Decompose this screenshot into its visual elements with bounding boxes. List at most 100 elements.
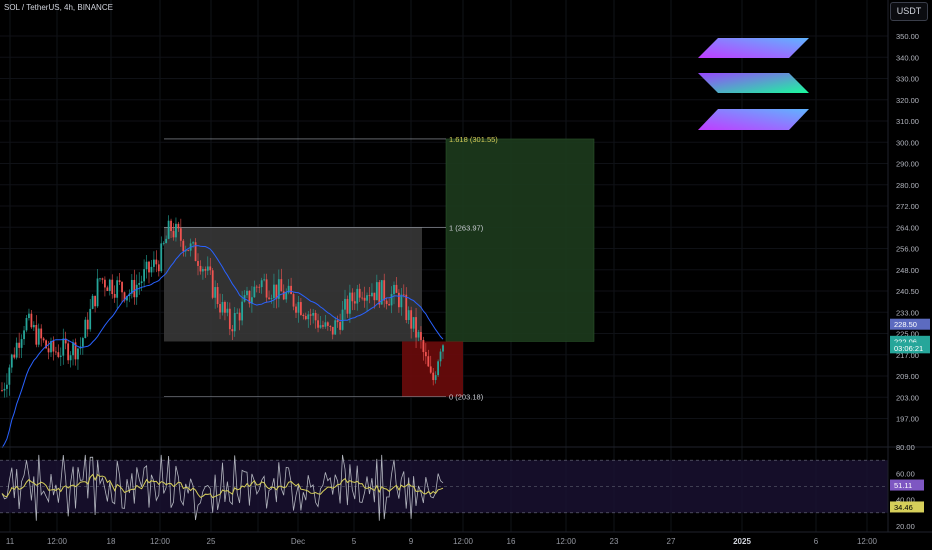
rsi-panel xyxy=(0,446,932,521)
candle-body xyxy=(130,279,133,294)
candle-body xyxy=(104,279,106,288)
candle-body xyxy=(363,297,366,301)
candle-body xyxy=(361,297,364,299)
stop-zone xyxy=(402,341,463,397)
fib-levels: 1.618 (301.55) 1 (263.97) 0 (203.18) xyxy=(164,135,498,402)
candle-body xyxy=(96,278,99,307)
candle-body xyxy=(108,279,111,291)
time-tick-label: 12:00 xyxy=(47,537,68,546)
candle-body xyxy=(388,304,390,306)
candle-body xyxy=(258,286,261,288)
candle-body xyxy=(138,283,141,285)
price-tick-label: 197.00 xyxy=(896,415,919,424)
candle-body xyxy=(415,317,417,338)
candle-body xyxy=(434,375,437,381)
price-tick-label: 203.00 xyxy=(896,393,919,402)
candle-body xyxy=(91,295,94,309)
candle-body xyxy=(246,290,248,296)
price-tag-label-2: 228.50 xyxy=(894,320,917,329)
price-tick-label: 340.00 xyxy=(896,53,919,62)
fib-label-0: 1.618 (301.55) xyxy=(449,135,498,144)
candle-body xyxy=(175,223,177,238)
candle-body xyxy=(224,302,226,313)
candle-body xyxy=(265,279,268,298)
candle-body xyxy=(10,354,13,368)
candle-body xyxy=(118,280,121,282)
price-tag-label-0: 222.06 xyxy=(894,337,917,346)
candle-body xyxy=(300,302,302,315)
target-zone xyxy=(445,138,595,342)
candle-body xyxy=(275,284,278,299)
candle-body xyxy=(353,301,356,304)
candle-body xyxy=(18,342,21,348)
candle-body xyxy=(385,300,388,305)
price-tag-0 xyxy=(890,335,930,347)
candle-body xyxy=(160,243,163,272)
candle-body xyxy=(273,284,275,299)
candle-body xyxy=(57,352,60,357)
fib-label-1: 1 (263.97) xyxy=(449,223,484,232)
candle-body xyxy=(123,292,126,301)
candle-body xyxy=(236,312,239,314)
candle-body xyxy=(358,288,361,298)
candle-body xyxy=(280,279,283,292)
candles xyxy=(1,215,444,398)
candle-body xyxy=(319,325,322,328)
candle-body xyxy=(37,328,40,345)
time-tick-label: Dec xyxy=(291,537,305,546)
candle-body xyxy=(135,284,138,298)
time-tick-label: 23 xyxy=(610,537,619,546)
time-tick-label: 25 xyxy=(207,537,216,546)
candle-body xyxy=(165,238,168,244)
currency-button[interactable]: USDT xyxy=(890,2,928,21)
rsi-tag-0 xyxy=(890,479,924,491)
candle-body xyxy=(314,312,317,321)
candle-body xyxy=(182,240,185,252)
time-tick-label: 2025 xyxy=(733,537,751,546)
candle-body xyxy=(211,270,214,298)
candle-body xyxy=(101,278,104,280)
candle-body xyxy=(405,294,408,321)
time-tick-label: 12:00 xyxy=(857,537,878,546)
time-tick-label: 6 xyxy=(814,537,819,546)
price-tick-label: 225.00 xyxy=(896,330,919,339)
candle-body xyxy=(126,295,128,301)
time-tick-label: 16 xyxy=(507,537,516,546)
candle-body xyxy=(417,332,420,338)
candle-body xyxy=(346,298,349,314)
candle-body xyxy=(395,284,398,293)
candle-body xyxy=(133,279,136,298)
candle-body xyxy=(329,325,332,327)
candle-body xyxy=(86,319,89,330)
candle-body xyxy=(167,220,170,239)
candle-body xyxy=(422,339,425,353)
moving-average-line xyxy=(1,245,444,449)
candle-body xyxy=(326,322,329,326)
price-tag-label-1: 03:06:21 xyxy=(894,344,923,353)
price-tick-label: 248.00 xyxy=(896,266,919,275)
rsi-tick-label: 80.00 xyxy=(896,443,915,452)
candle-body xyxy=(84,319,87,339)
candle-body xyxy=(427,356,430,367)
price-tick-label: 272.00 xyxy=(896,202,919,211)
candle-body xyxy=(285,292,288,300)
candle-body xyxy=(214,287,217,298)
price-tag-2 xyxy=(890,318,930,330)
price-axis: 350.00 340.00 330.00 320.00 310.00 300.00 290.… xyxy=(890,32,930,424)
candle-body xyxy=(228,308,231,330)
rsi-tick-label: 20.00 xyxy=(896,522,915,531)
price-tick-label: 330.00 xyxy=(896,75,919,84)
time-tick-label: 12:00 xyxy=(453,537,474,546)
candle-body xyxy=(187,249,190,251)
price-tick-label: 310.00 xyxy=(896,117,919,126)
candle-body xyxy=(322,325,324,327)
rsi-tag-label-0: 51.11 xyxy=(894,481,912,490)
candle-body xyxy=(62,338,65,356)
time-tick-label: 11 xyxy=(6,537,15,546)
candle-body xyxy=(148,261,150,273)
price-tag-1 xyxy=(890,342,930,354)
time-tick-label: 9 xyxy=(409,537,414,546)
candle-body xyxy=(253,286,256,298)
